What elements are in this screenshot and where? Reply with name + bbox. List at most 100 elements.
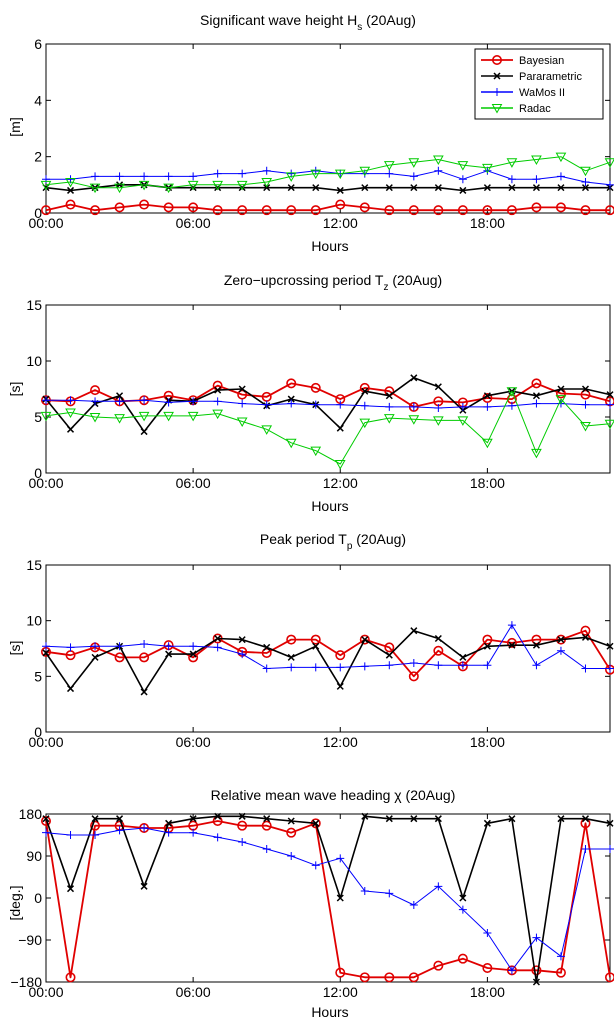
data-point: [408, 158, 420, 168]
data-point: [140, 396, 149, 405]
data-point: [434, 815, 442, 823]
data-point: [40, 815, 51, 826]
x-tick-label: 12:00: [323, 984, 358, 1000]
series-wamos-ii: [42, 824, 614, 975]
data-point: [581, 633, 590, 641]
data-point: [458, 905, 467, 914]
data-point: [385, 392, 393, 400]
data-point: [310, 446, 322, 457]
data-point: [506, 158, 518, 168]
y-tick-label: −180: [10, 974, 42, 990]
data-point: [506, 637, 517, 648]
data-point: [532, 399, 541, 408]
data-point: [285, 438, 297, 449]
data-point: [286, 827, 297, 838]
data-point: [531, 378, 542, 389]
data-point: [556, 952, 565, 961]
data-point: [336, 663, 345, 672]
data-point: [213, 643, 222, 652]
data-point: [385, 651, 393, 659]
data-point: [261, 178, 273, 188]
data-point: [508, 184, 516, 192]
data-point: [459, 653, 467, 661]
data-point: [140, 428, 148, 436]
data-point: [237, 205, 248, 216]
data-point: [531, 202, 542, 213]
data-point: [164, 642, 173, 651]
data-point: [581, 400, 590, 409]
data-point: [286, 378, 297, 389]
data-point: [66, 396, 75, 405]
data-point: [408, 415, 420, 425]
data-point: [557, 184, 565, 192]
panel-title: Significant wave height Hs (20Aug): [200, 12, 416, 33]
data-point: [311, 663, 320, 672]
data-point: [286, 205, 297, 216]
data-point: [165, 650, 173, 658]
data-point: [555, 202, 566, 213]
data-point: [42, 642, 50, 651]
data-point: [116, 181, 124, 189]
series-line: [46, 170, 611, 186]
y-axis-label: [s]: [7, 641, 23, 656]
x-axis-label: Hours: [311, 238, 348, 254]
data-point: [334, 169, 346, 180]
series-line: [45, 156, 611, 189]
y-tick-label: 4: [34, 92, 42, 108]
data-point: [214, 634, 222, 643]
data-point: [40, 411, 52, 422]
series-pararametric: [42, 812, 614, 986]
data-point: [91, 831, 100, 839]
data-point: [606, 400, 614, 409]
data-point: [115, 397, 124, 406]
data-point: [238, 812, 246, 820]
data-point: [89, 183, 101, 194]
data-point: [164, 172, 173, 181]
data-point: [238, 169, 247, 178]
panel-relative-mean-wave-heading: Relative mean wave heading χ (20Aug) [de…: [7, 787, 614, 1020]
data-point: [238, 650, 247, 659]
y-tick-label: 15: [26, 557, 42, 573]
data-point: [90, 205, 101, 216]
data-point: [581, 385, 590, 393]
y-tick-label: 15: [26, 297, 42, 313]
data-point: [410, 184, 418, 192]
data-point: [483, 402, 492, 411]
data-point: [189, 828, 198, 837]
data-point: [384, 972, 395, 983]
panel-zero-upcrossing-period: Zero−upcrossing period Tz (20Aug) [s] Ho…: [7, 272, 614, 514]
y-tick-label: 10: [26, 353, 42, 369]
data-point: [212, 205, 223, 216]
data-point: [287, 663, 296, 672]
data-point: [606, 845, 614, 853]
data-point: [581, 184, 590, 192]
data-point: [213, 833, 222, 842]
data-point: [410, 374, 418, 382]
y-tick-label: 6: [34, 36, 42, 52]
data-point: [140, 688, 148, 696]
data-point: [262, 664, 271, 673]
data-point: [507, 401, 516, 410]
series-line: [45, 629, 611, 693]
data-point: [287, 395, 295, 403]
series-wamos-ii: [42, 621, 614, 673]
data-point: [287, 852, 296, 860]
data-point: [286, 634, 297, 645]
data-point: [532, 184, 540, 192]
data-point: [359, 634, 370, 645]
data-point: [581, 664, 590, 673]
series-line: [45, 827, 610, 971]
data-point: [189, 650, 197, 658]
data-point: [214, 812, 222, 820]
data-point: [65, 408, 76, 419]
data-point: [114, 202, 125, 213]
data-point: [140, 824, 149, 832]
data-point: [433, 645, 444, 656]
data-point: [187, 411, 199, 422]
data-point: [483, 929, 492, 937]
axes-frame: [45, 304, 611, 474]
series-radac: [40, 387, 614, 470]
data-point: [457, 953, 468, 964]
title-subscript: z: [383, 282, 388, 293]
